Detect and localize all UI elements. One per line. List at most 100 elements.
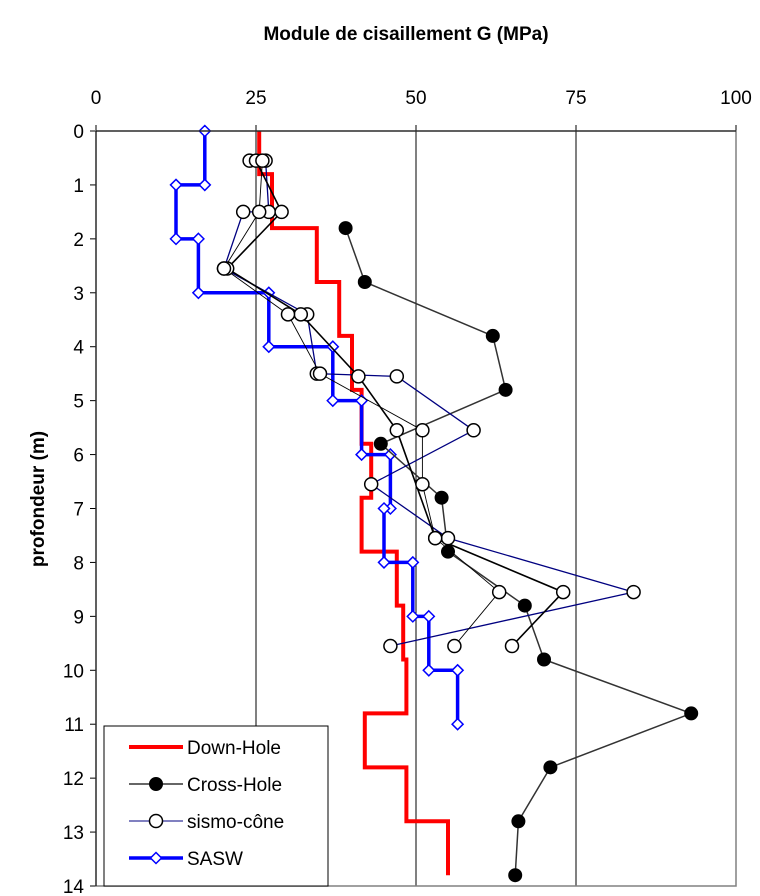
x-axis: 0 25 50 75 100	[91, 88, 752, 131]
data-point	[508, 868, 523, 883]
y-tick-label: 4	[73, 338, 84, 359]
data-point	[191, 232, 205, 246]
data-point	[262, 340, 276, 354]
data-point	[406, 555, 420, 569]
data-point	[255, 153, 270, 168]
y-tick-label: 10	[63, 661, 84, 682]
data-point	[555, 584, 571, 600]
data-point	[357, 275, 372, 289]
data-point	[216, 261, 232, 276]
legend-label: SASW	[187, 849, 243, 870]
data-point	[383, 448, 397, 462]
legend-swatch-marker	[148, 813, 164, 829]
data-point	[383, 638, 398, 654]
data-point	[169, 232, 183, 246]
legend-item-sismo-c-ne: sismo-cône	[129, 812, 284, 833]
data-point	[377, 555, 391, 569]
axes-layer	[95, 130, 737, 887]
legend-label: Down-Hole	[187, 738, 281, 759]
data-point	[451, 663, 465, 677]
y-tick-label: 11	[64, 715, 84, 736]
legend-item-sasw: SASW	[129, 849, 243, 870]
data-point	[274, 204, 289, 220]
x-tick-label: 0	[91, 88, 102, 109]
y-tick-label: 6	[73, 446, 84, 467]
series-cross-hole	[338, 221, 699, 883]
series-layer	[169, 124, 699, 883]
legend-swatch-marker	[149, 777, 163, 791]
data-point	[312, 366, 328, 381]
data-point	[684, 706, 699, 721]
data-point	[498, 382, 513, 397]
data-point	[491, 584, 507, 600]
x-tick-label: 100	[720, 88, 752, 109]
y-tick-label: 2	[73, 230, 84, 251]
data-point	[517, 598, 532, 613]
data-point	[406, 609, 420, 623]
data-point	[293, 307, 309, 322]
data-point	[422, 609, 436, 623]
series-line	[223, 160, 634, 647]
data-point	[422, 663, 436, 677]
legend-item-down-hole: Down-Hole	[129, 738, 281, 759]
data-point	[485, 328, 500, 343]
data-point	[191, 286, 205, 300]
y-tick-label: 14	[63, 877, 85, 896]
series-line	[257, 131, 450, 876]
data-point	[169, 178, 183, 192]
series-line	[174, 131, 460, 725]
x-tick-label: 75	[565, 88, 586, 109]
data-point	[504, 638, 520, 654]
legend-label: Cross-Hole	[187, 775, 282, 796]
data-point	[373, 436, 388, 451]
chart-title: Module de cisaillement G (MPa)	[263, 24, 548, 45]
y-tick-label: 3	[73, 284, 84, 305]
data-point	[415, 476, 430, 492]
data-point	[338, 221, 353, 236]
data-point	[251, 204, 267, 220]
series-down-hole	[257, 131, 450, 876]
data-point	[543, 760, 558, 775]
data-point	[377, 501, 391, 516]
x-tick-label: 50	[405, 88, 426, 109]
data-point	[427, 530, 443, 546]
y-tick-label: 0	[73, 122, 84, 143]
y-tick-label: 8	[73, 553, 84, 574]
y-tick-label: 7	[73, 500, 84, 521]
data-point	[451, 717, 465, 731]
data-point	[511, 814, 526, 829]
legend-label: sismo-cône	[187, 812, 284, 833]
y-tick-label: 13	[63, 823, 84, 844]
data-point	[447, 638, 462, 654]
legend: Down-Hole Cross-Hole sismo-cône SASW	[103, 725, 329, 887]
series-sismo-c-ne	[216, 153, 641, 654]
data-point	[466, 423, 481, 438]
data-point	[198, 178, 212, 192]
y-axis-label: profondeur (m)	[28, 431, 49, 567]
data-point	[626, 584, 641, 600]
data-point	[434, 490, 449, 505]
data-point	[441, 544, 455, 559]
y-tick-label: 12	[63, 769, 84, 790]
y-tick-label: 1	[73, 176, 84, 197]
x-tick-label: 25	[245, 88, 266, 109]
series-line	[223, 160, 500, 647]
series-sasw	[169, 124, 465, 731]
data-point	[280, 307, 296, 322]
data-point	[355, 448, 369, 462]
data-point	[389, 369, 405, 384]
data-point	[537, 652, 551, 667]
y-tick-label: 5	[73, 392, 84, 413]
data-point	[440, 530, 456, 546]
data-point	[415, 423, 430, 438]
data-point	[326, 340, 340, 354]
legend-swatch-marker	[149, 851, 163, 865]
y-tick-label: 9	[73, 607, 84, 628]
data-point	[351, 369, 366, 384]
data-point	[326, 394, 340, 408]
legend-item-cross-hole: Cross-Hole	[129, 775, 282, 796]
data-point	[389, 423, 405, 438]
data-point	[363, 476, 379, 492]
